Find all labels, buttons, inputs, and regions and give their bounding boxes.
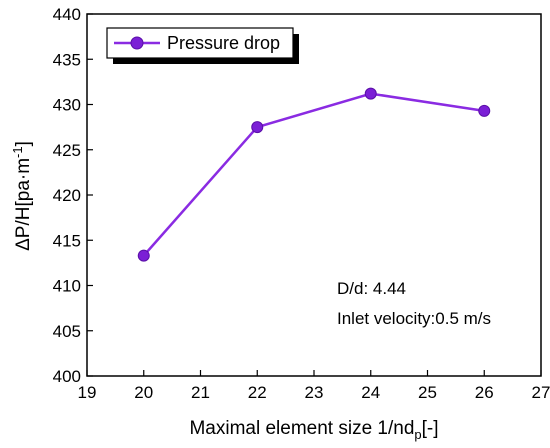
y-tick-label: 400 <box>53 367 81 386</box>
x-axis: 19 20 21 22 23 24 25 26 27 <box>78 370 550 402</box>
x-tick-label: 23 <box>305 383 324 402</box>
x-tick-label: 22 <box>248 383 267 402</box>
legend: Pressure drop <box>106 27 299 64</box>
y-tick-label: 410 <box>53 277 81 296</box>
x-tick-label: 27 <box>532 383 550 402</box>
series-line <box>142 92 485 257</box>
legend-marker <box>130 36 144 50</box>
annotation-ratio: D/d: 4.44 <box>337 279 406 298</box>
x-tick-label: 20 <box>134 383 153 402</box>
x-tick-label: 21 <box>191 383 210 402</box>
y-tick-label: 415 <box>53 231 81 250</box>
x-tick-label: 19 <box>78 383 97 402</box>
y-axis-title: ΔP/H[pa·m-1] <box>10 141 34 251</box>
x-axis-title: Maximal element size 1/ndp[-] <box>189 418 438 442</box>
y-tick-label: 405 <box>53 322 81 341</box>
y-axis: 400 405 410 415 420 425 430 435 440 <box>53 5 93 386</box>
y-tick-label: 440 <box>53 5 81 24</box>
y-tick-label: 425 <box>53 141 81 160</box>
x-tick-label: 25 <box>418 383 437 402</box>
x-tick-label: 26 <box>475 383 494 402</box>
y-tick-label: 420 <box>53 186 81 205</box>
series-pressure-drop <box>137 87 491 262</box>
data-point <box>251 121 264 134</box>
data-point <box>364 87 377 100</box>
legend-label: Pressure drop <box>167 33 280 53</box>
x-tick-label: 24 <box>361 383 380 402</box>
y-tick-label: 435 <box>53 50 81 69</box>
data-point <box>137 249 150 262</box>
y-tick-label: 430 <box>53 96 81 115</box>
data-point <box>478 104 491 117</box>
annotation-velocity: Inlet velocity:0.5 m/s <box>337 309 491 328</box>
